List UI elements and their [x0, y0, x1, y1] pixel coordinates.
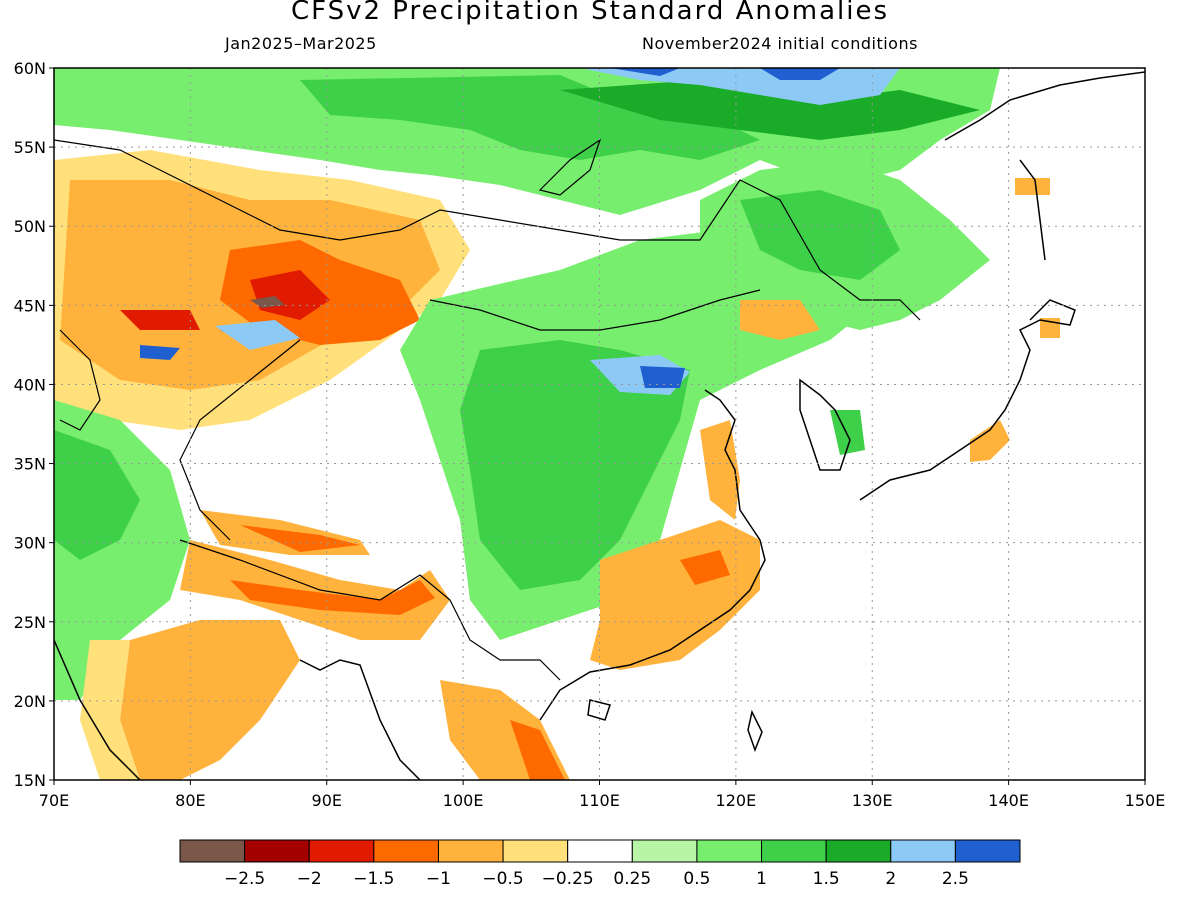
region-china-darkgreen: [460, 340, 690, 590]
region-himalaya-darkorange: [230, 580, 435, 615]
lat-tick-label: 30N: [14, 534, 46, 553]
colorbar-swatch: [308, 839, 375, 863]
region-china-blue: [640, 366, 685, 388]
lat-tick-label: 40N: [14, 375, 46, 394]
colorbar-swatch: [567, 839, 633, 863]
lat-tick-label: 60N: [14, 59, 46, 78]
coast-east-asia: [539, 389, 766, 721]
colorbar-label: 1: [756, 869, 767, 889]
colorbar-label: 1.5: [813, 869, 840, 889]
forecast-period: Jan2025–Mar2025: [225, 34, 377, 53]
border-lake-baikal: [538, 138, 602, 196]
coast-japan: [859, 299, 1076, 501]
region-sakhalin-orange: [1015, 178, 1050, 195]
colorbar-swatch: [696, 839, 763, 863]
lon-tick-label: 100E: [443, 791, 484, 810]
colorbar-swatch: [761, 839, 827, 863]
coast-bengal: [299, 659, 421, 780]
border-caspian: [59, 329, 101, 431]
region-korea-orange: [740, 300, 820, 340]
border-mongolia-china: [429, 289, 761, 331]
colorbar-label: 0.5: [683, 869, 710, 889]
border-russia-kazakh: [54, 139, 921, 321]
region-india-orange: [120, 620, 300, 780]
region-kazakh-red: [120, 270, 330, 330]
colorbar-swatch: [244, 839, 310, 863]
region-japan-orange: [970, 420, 1010, 462]
region-korea-green: [830, 410, 865, 455]
colorbar-label: −1: [426, 869, 451, 889]
colorbar-swatch: [890, 839, 956, 863]
region-westindia-darkgreen: [54, 430, 140, 560]
lat-tick-label: 35N: [14, 455, 46, 474]
lat-tick-label: 25N: [14, 613, 46, 632]
lon-tick-label: 110E: [579, 791, 620, 810]
region-eastcoast-orange: [700, 420, 740, 520]
coast-hainan: [587, 699, 611, 721]
colorbar-label: 2: [885, 869, 896, 889]
lat-tick-label: 20N: [14, 692, 46, 711]
region-india-yellow: [80, 640, 140, 780]
colorbar-swatch: [179, 839, 246, 863]
colorbar: −2.5 −2 −1.5 −1 −0.5 −0.25 0.25 0.5 1 1.5 2 2.5: [179, 839, 1021, 889]
border-indochina: [449, 599, 561, 681]
coast-korea: [799, 378, 851, 471]
region-siberia-blue: [610, 68, 840, 80]
colorbar-swatch: [502, 839, 569, 863]
lon-tick-label: 150E: [1125, 791, 1166, 810]
colorbar-swatch: [631, 839, 698, 863]
lon-tick-label: 130E: [852, 791, 893, 810]
borders: [54, 138, 921, 681]
colorbar-swatch: [437, 839, 504, 863]
colorbar-label: −0.25: [542, 869, 594, 889]
anomaly-field: [54, 68, 1145, 780]
region-tibet-darkorange: [240, 525, 360, 552]
colorbar-label: −1.5: [353, 869, 394, 889]
region-manchuria-darkgreen: [740, 190, 900, 280]
lat-tick-label: 55N: [14, 138, 46, 157]
colorbar-label: −2.5: [224, 869, 265, 889]
lon-tick-label: 140E: [988, 791, 1029, 810]
region-himalaya-orange: [180, 540, 450, 640]
colorbar-label: −0.5: [482, 869, 523, 889]
initial-conditions: November2024 initial conditions: [642, 34, 918, 53]
map-title: CFSv2 Precipitation Standard Anomalies: [290, 0, 890, 26]
region-indochina-darkorange: [510, 720, 565, 780]
region-southchina-darkorange: [680, 550, 730, 585]
colorbar-label: 2.5: [942, 869, 969, 889]
lon-tick-label: 70E: [39, 791, 69, 810]
colorbar-swatch: [954, 839, 1021, 863]
latitude-axis: 60N 55N 50N 45N 40N 35N 30N 25N 20N 15N: [14, 59, 54, 790]
coast-sakhalin: [1019, 159, 1046, 261]
border-himalaya: [179, 539, 451, 601]
colorbar-label: 0.25: [613, 869, 651, 889]
lat-tick-label: 45N: [14, 296, 46, 315]
region-siberia-darkgreen: [300, 75, 760, 160]
lon-tick-label: 80E: [175, 791, 205, 810]
lat-tick-label: 50N: [14, 217, 46, 236]
colorbar-swatch: [825, 839, 892, 863]
coast-taiwan: [747, 709, 763, 753]
colorbar-swatch: [373, 839, 439, 863]
coast-india: [54, 639, 141, 780]
region-balkhash-lightblue: [215, 320, 300, 350]
lon-tick-label: 90E: [312, 791, 342, 810]
longitude-axis: 70E 80E 90E 100E 110E 120E 130E 140E 150E: [39, 780, 1166, 810]
lon-tick-label: 120E: [716, 791, 757, 810]
lat-tick-label: 15N: [14, 771, 46, 790]
colorbar-label: −2: [297, 869, 322, 889]
coast-okhotsk: [944, 71, 1145, 141]
coastlines: [54, 71, 1145, 780]
